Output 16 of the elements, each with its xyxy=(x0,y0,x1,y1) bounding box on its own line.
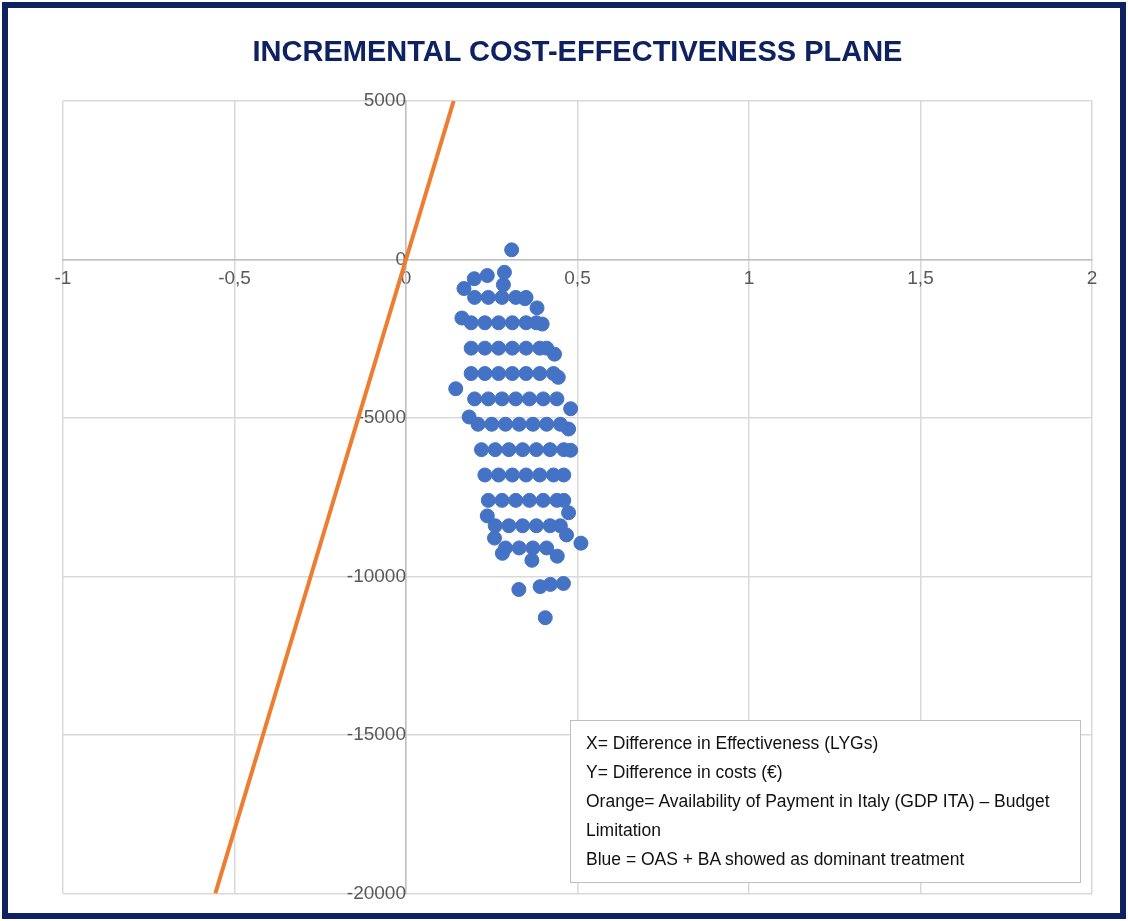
x-tick-label: 0,5 xyxy=(564,266,591,288)
x-tick-label: -0,5 xyxy=(218,266,251,288)
x-tick-label: -1 xyxy=(54,266,72,288)
y-tick-label: -15000 xyxy=(346,723,406,745)
y-tick-label: -10000 xyxy=(346,564,406,586)
annotation: X= Difference in Effectiveness (LYGs) xyxy=(586,732,880,755)
x-tick-label: 1 xyxy=(743,266,755,288)
x-tick-label: 2 xyxy=(1086,266,1098,288)
y-tick-label: 5000 xyxy=(363,89,406,111)
y-tick-label: -20000 xyxy=(346,881,406,903)
annotation: Orange= Availability of Payment in Italy (GDP ITA) – Budget Limitation xyxy=(586,790,1051,842)
chart-title: INCREMENTAL COST-EFFECTIVENESS PLANE xyxy=(252,35,903,68)
x-tick-label: 1,5 xyxy=(907,266,934,288)
annotation: Blue = OAS + BA showed as dominant treatment xyxy=(586,848,966,871)
y-tick-label: -5000 xyxy=(357,406,406,428)
annotation: Y= Difference in costs (€) xyxy=(586,761,784,784)
